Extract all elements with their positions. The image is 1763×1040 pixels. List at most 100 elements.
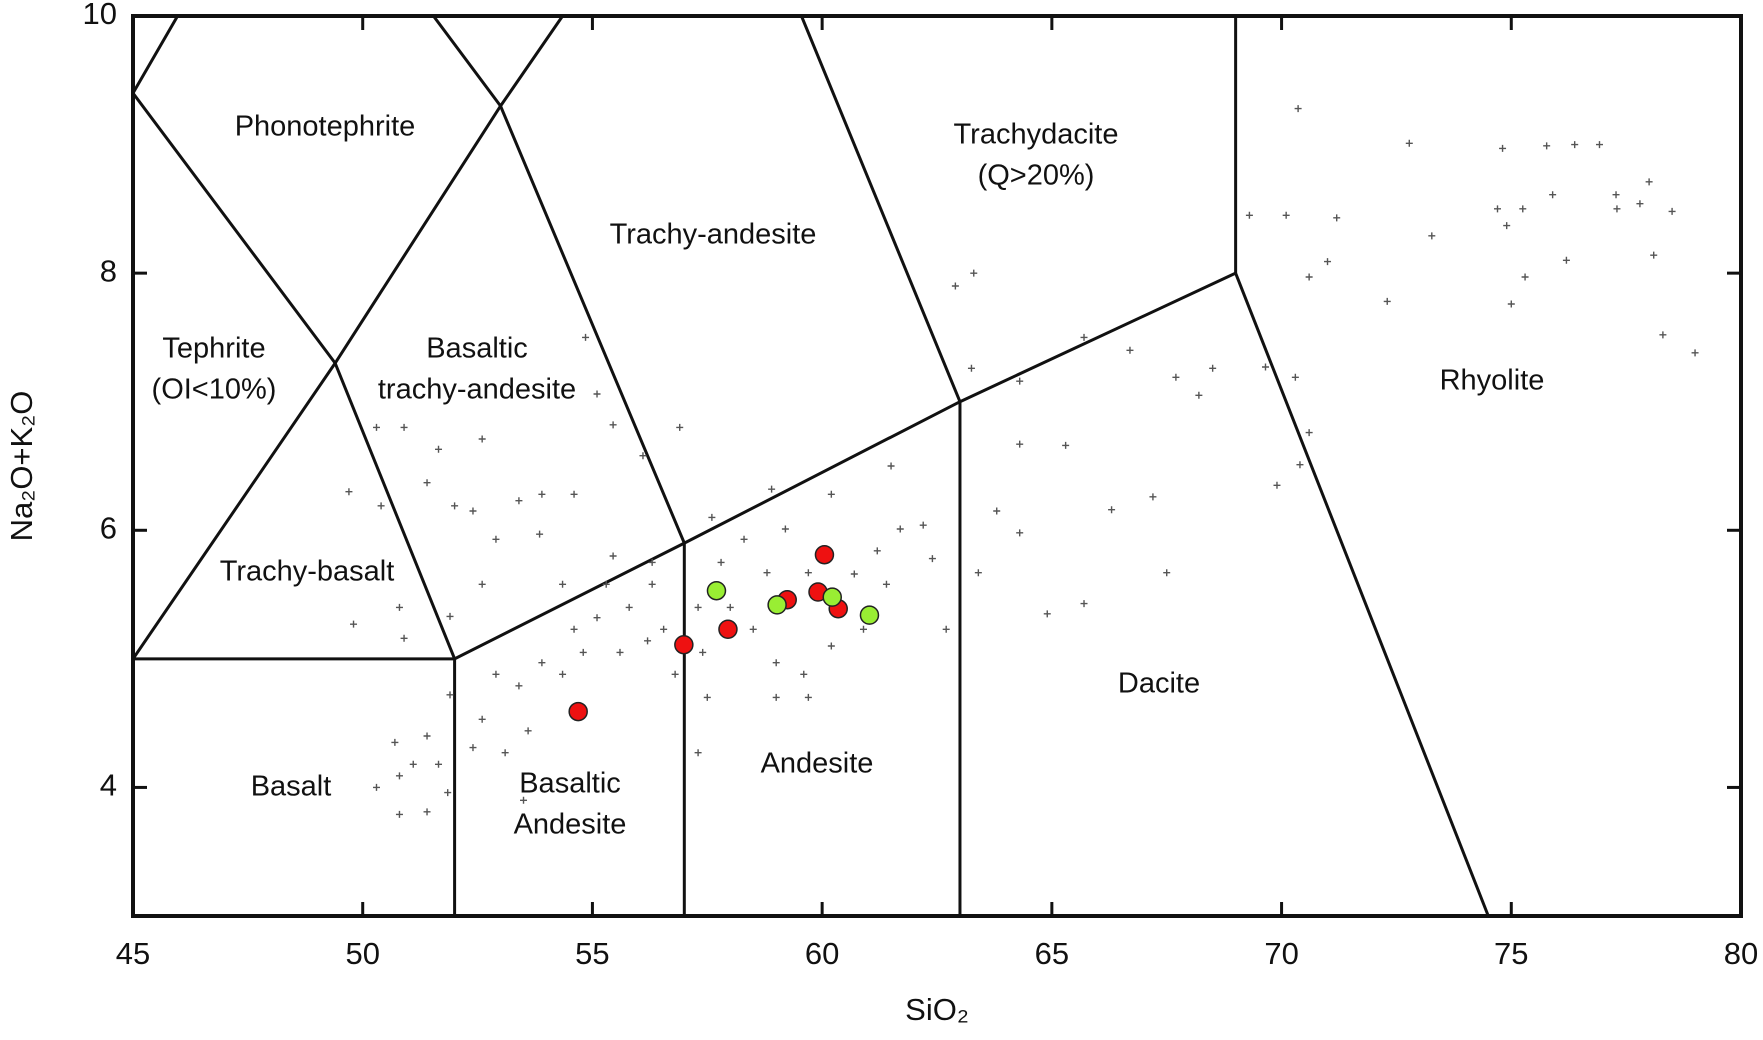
data-point xyxy=(1305,429,1313,437)
data-point xyxy=(694,603,702,611)
data-point xyxy=(395,772,403,780)
field-boundary xyxy=(1234,272,1490,916)
data-point xyxy=(970,269,978,277)
data-point xyxy=(644,637,652,645)
data-point xyxy=(827,490,835,498)
x-tick-label: 55 xyxy=(575,936,609,971)
data-point xyxy=(524,727,532,735)
data-point xyxy=(1261,363,1269,371)
region-label: (Q>20%) xyxy=(978,160,1095,192)
data-point xyxy=(800,670,808,678)
x-tick-label: 65 xyxy=(1035,936,1069,971)
data-point xyxy=(951,282,959,290)
x-tick-label: 60 xyxy=(805,936,839,971)
data-point xyxy=(372,783,380,791)
data-point xyxy=(515,682,523,690)
data-point xyxy=(703,693,711,701)
data-point xyxy=(772,693,780,701)
data-point xyxy=(1324,258,1332,266)
data-point xyxy=(768,485,776,493)
data-point xyxy=(559,670,567,678)
data-point xyxy=(1080,600,1088,608)
data-point xyxy=(377,502,385,510)
data-point xyxy=(391,738,399,746)
data-point xyxy=(570,490,578,498)
data-point xyxy=(451,502,459,510)
data-point xyxy=(708,513,716,521)
data-point xyxy=(515,497,523,505)
data-point xyxy=(616,648,624,656)
data-point xyxy=(446,612,454,620)
field-boundary xyxy=(432,16,686,544)
data-point xyxy=(1659,331,1667,339)
data-point xyxy=(1383,297,1391,305)
data-point xyxy=(1405,139,1413,147)
region-label: Rhyolite xyxy=(1440,365,1545,397)
data-point xyxy=(873,547,881,555)
plot-frame xyxy=(131,14,1743,918)
data-point xyxy=(400,423,408,431)
data-point xyxy=(1507,300,1515,308)
data-point xyxy=(423,808,431,816)
x-tick-label: 70 xyxy=(1264,936,1298,971)
data-point xyxy=(676,423,684,431)
data-point xyxy=(469,507,477,515)
y-tick-label: 6 xyxy=(100,510,117,545)
data-point xyxy=(1691,349,1699,357)
data-point xyxy=(1080,333,1088,341)
data-point xyxy=(919,521,927,529)
data-point xyxy=(1172,373,1180,381)
region-label: Phonotephrite xyxy=(235,111,416,143)
data-point xyxy=(804,569,812,577)
data-point xyxy=(887,462,895,470)
data-point xyxy=(660,625,668,633)
x-axis-label: SiO₂ xyxy=(905,992,969,1027)
data-point xyxy=(593,614,601,622)
data-point xyxy=(492,535,500,543)
region-label: Trachy-andesite xyxy=(610,219,817,251)
data-point xyxy=(423,479,431,487)
data-point xyxy=(1126,346,1134,354)
data-point xyxy=(928,555,936,563)
data-point xyxy=(1543,142,1551,150)
y-axis-label: Na₂O+K₂O xyxy=(4,391,39,542)
data-point xyxy=(582,333,590,341)
data-point xyxy=(1645,178,1653,186)
data-point xyxy=(896,525,904,533)
data-point xyxy=(1494,205,1501,213)
region-label: Tephrite xyxy=(162,333,265,365)
data-point xyxy=(1282,211,1290,219)
data-point xyxy=(726,603,734,611)
data-point xyxy=(1294,105,1302,113)
data-point xyxy=(478,435,486,443)
data-point xyxy=(942,625,950,633)
y-tick-label: 10 xyxy=(83,0,117,31)
data-point xyxy=(671,670,679,678)
data-point xyxy=(538,490,546,498)
data-point xyxy=(1596,141,1603,149)
data-point xyxy=(1043,610,1051,618)
field-boundary xyxy=(133,16,337,365)
data-point xyxy=(827,642,835,650)
data-point xyxy=(706,580,727,601)
data-point xyxy=(1668,207,1676,215)
data-point xyxy=(859,625,867,633)
data-point xyxy=(1195,391,1203,399)
data-point xyxy=(717,558,725,566)
data-point xyxy=(395,810,403,818)
data-point xyxy=(967,364,975,372)
data-point xyxy=(478,715,486,723)
region-label: Trachy-basalt xyxy=(220,556,395,588)
data-point xyxy=(568,701,588,722)
data-point xyxy=(1636,200,1644,208)
data-point xyxy=(1149,493,1157,501)
data-point xyxy=(1245,211,1253,219)
region-label: Basaltic xyxy=(519,768,621,800)
data-point xyxy=(639,452,647,460)
region-label: (OI<10%) xyxy=(152,374,277,406)
data-point xyxy=(740,535,748,543)
data-point xyxy=(372,423,380,431)
data-point xyxy=(674,634,694,655)
